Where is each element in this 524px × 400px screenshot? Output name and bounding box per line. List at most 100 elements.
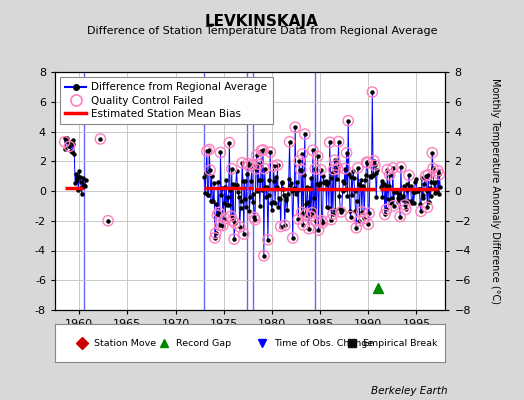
Point [341, 165, 349, 172]
Point [297, 166, 305, 173]
Y-axis label: Monthly Temperature Anomaly Difference (°C): Monthly Temperature Anomaly Difference (… [490, 78, 500, 304]
Point [363, 159, 371, 165]
Point [66, 143, 74, 150]
Point [301, 131, 309, 137]
Point [269, 163, 278, 170]
Point [389, 202, 398, 209]
Point [386, 172, 394, 178]
Point [250, 214, 258, 221]
Point [104, 218, 112, 224]
Point [318, 218, 326, 224]
Point [327, 216, 335, 223]
Point [244, 163, 253, 169]
Point [329, 211, 337, 217]
Point [330, 166, 338, 173]
Point [358, 209, 366, 215]
Point [274, 162, 282, 168]
Point [355, 218, 364, 224]
Point [422, 172, 430, 179]
Point [251, 216, 259, 223]
Point [354, 165, 362, 171]
Point [298, 209, 306, 216]
Point [248, 162, 256, 168]
Point [257, 148, 266, 154]
Point [423, 204, 432, 210]
Point [264, 236, 272, 243]
Point [295, 158, 303, 164]
Point [334, 166, 342, 172]
Point [291, 124, 299, 130]
Point [286, 139, 294, 145]
Point [211, 235, 219, 241]
Text: Time of Obs. Change: Time of Obs. Change [274, 338, 373, 348]
Point [289, 235, 297, 241]
Point [311, 166, 320, 172]
Point [299, 222, 308, 228]
Point [266, 149, 275, 155]
Point [370, 158, 378, 164]
Point [203, 148, 211, 154]
Text: LEVKINSKAJA: LEVKINSKAJA [205, 14, 319, 29]
Point [219, 222, 227, 229]
Point [253, 152, 261, 158]
Point [301, 211, 310, 218]
Point [306, 213, 314, 220]
Point [332, 162, 341, 168]
Point [435, 171, 444, 178]
Point [252, 166, 260, 172]
Point [205, 146, 213, 153]
Point [60, 139, 69, 145]
Point [330, 157, 339, 164]
Point [309, 147, 317, 154]
Point [227, 166, 236, 172]
Point [96, 136, 104, 142]
Text: Station Move: Station Move [94, 338, 156, 348]
Point [389, 165, 397, 171]
Point [206, 167, 214, 173]
Point [239, 231, 248, 237]
Point [365, 210, 373, 216]
Point [325, 139, 334, 146]
Point [316, 166, 325, 173]
Point [383, 166, 391, 173]
Point [228, 217, 237, 224]
Point [314, 227, 323, 233]
Point [277, 223, 285, 230]
Point [280, 222, 289, 228]
Point [215, 209, 223, 216]
Point [417, 208, 425, 214]
Point [212, 230, 220, 236]
Point [342, 150, 351, 156]
Point [405, 172, 413, 178]
Point [363, 160, 372, 166]
Point [313, 153, 322, 160]
Point [221, 216, 230, 222]
Text: Berkeley Earth: Berkeley Earth [372, 386, 448, 396]
Point [380, 211, 389, 218]
Point [213, 212, 222, 218]
Point [397, 164, 405, 170]
Point [434, 168, 442, 174]
Point [231, 220, 239, 226]
Point [318, 220, 326, 226]
Point [230, 236, 238, 242]
Text: Difference of Station Temperature Data from Regional Average: Difference of Station Temperature Data f… [87, 26, 437, 36]
Point [227, 213, 235, 220]
Point [216, 149, 225, 156]
Point [370, 162, 379, 168]
Point [401, 206, 410, 212]
Point [225, 140, 234, 146]
Point [352, 225, 361, 231]
Point [429, 165, 437, 172]
Point [236, 224, 244, 230]
Point [304, 226, 313, 232]
Point [260, 166, 269, 172]
Point [337, 209, 345, 215]
Point [401, 202, 409, 208]
Point [215, 222, 224, 228]
Point [382, 206, 390, 213]
Point [424, 172, 432, 178]
Point [238, 160, 246, 166]
Point [308, 210, 316, 216]
Point [368, 89, 377, 95]
